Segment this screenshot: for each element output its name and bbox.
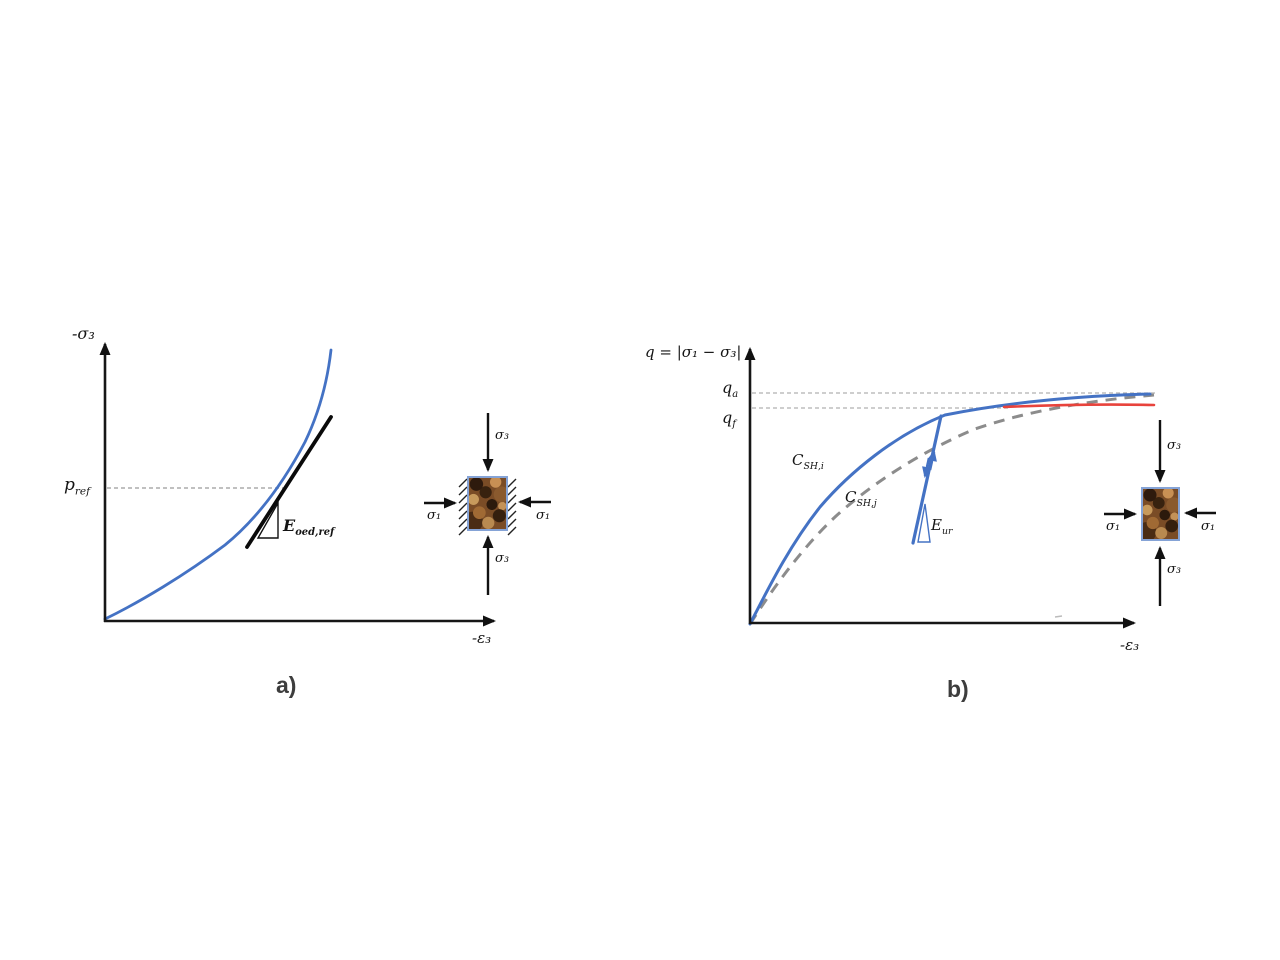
csh-i-curve (748, 392, 1152, 626)
e-oed-sub: oed,ref (295, 527, 335, 539)
y-axis-title-b: q = |σ₁ − σ₃| (645, 343, 742, 361)
unload-reload-arrow-down (922, 457, 932, 478)
sample-a-arrows (424, 413, 551, 595)
soil-sample-image-a (467, 476, 508, 531)
sigma1-right-label-b: σ₁ (1201, 519, 1216, 534)
sigma3-top-label-a: σ₃ (495, 428, 510, 443)
panel-b-plot (744, 347, 1216, 629)
x-axis-label-b: -ε₃ (1120, 636, 1140, 654)
q-a-base: q (722, 378, 733, 397)
panel-a-plot (99, 342, 551, 627)
oedometer-curve (103, 348, 333, 621)
q-a-label: qa (722, 380, 738, 400)
p-ref-label: pref (64, 477, 90, 497)
p-ref-sub: ref (74, 485, 91, 498)
small-dash-artifact (1054, 615, 1063, 618)
panel-a-caption: a) (276, 672, 297, 698)
unload-reload-line (911, 414, 943, 545)
soil-sample-image-b (1141, 487, 1180, 541)
csh-j-dashed-curve (748, 393, 1155, 625)
e-ur-label: Eur (931, 516, 953, 537)
e-ur-base: E (931, 516, 942, 534)
x-axis-label-a: -ε₃ (472, 629, 492, 647)
csh-j-sub: SH,j (856, 498, 877, 509)
sigma1-left-label-a: σ₁ (427, 508, 442, 523)
e-oed-base: E (283, 516, 296, 535)
sigma1-left-label-b: σ₁ (1106, 519, 1121, 534)
y-axis-label-a: -σ₃ (72, 324, 95, 343)
p-ref-base: p (64, 475, 75, 495)
csh-i-base: C (792, 451, 804, 469)
e-ur-sub: ur (941, 526, 953, 537)
slope-triangle (256, 500, 279, 539)
csh-i-label: CSH,i (792, 451, 824, 472)
confinement-hatch-right (507, 478, 517, 536)
eur-slope-triangle (917, 503, 931, 543)
panel-b-caption: b) (947, 676, 969, 702)
q-f-label: qf (722, 410, 736, 430)
csh-i-sub: SH,i (803, 461, 824, 472)
sigma3-bottom-label-a: σ₃ (495, 551, 510, 566)
sample-b-arrows (1104, 420, 1216, 606)
sigma1-right-label-a: σ₁ (536, 508, 551, 523)
csh-j-base: C (845, 488, 857, 506)
failure-line-red (1002, 403, 1156, 409)
e-oed-ref-label: Eoed,ref (283, 518, 334, 538)
sigma3-top-label-b: σ₃ (1167, 438, 1182, 453)
tangent-line (245, 415, 333, 549)
confinement-hatch-left (458, 478, 468, 536)
q-a-sub: a (732, 389, 739, 401)
q-f-sub: f (732, 419, 736, 431)
sigma3-bottom-label-b: σ₃ (1167, 562, 1182, 577)
q-f-base: q (722, 408, 733, 427)
csh-j-label: CSH,j (845, 488, 877, 509)
